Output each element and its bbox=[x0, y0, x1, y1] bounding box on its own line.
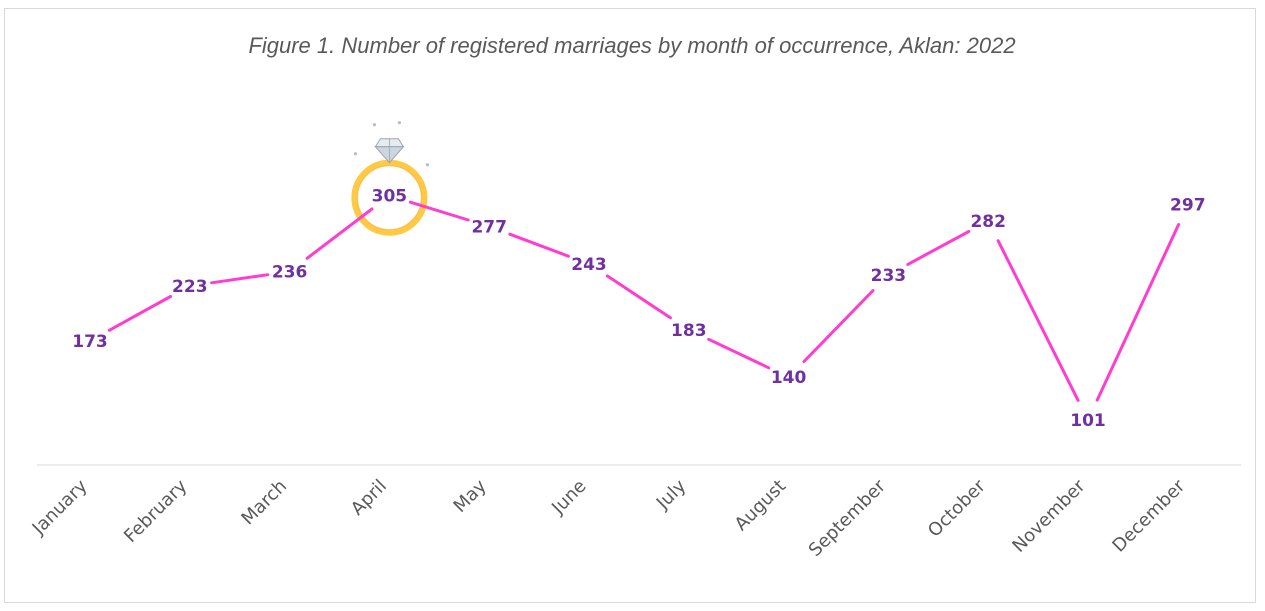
data-label-december: 297 bbox=[1170, 196, 1206, 216]
x-tick-label-may: May bbox=[450, 475, 491, 516]
x-tick-label-january: January bbox=[28, 475, 92, 539]
line-segment-september-october bbox=[906, 230, 971, 266]
chart-frame bbox=[4, 8, 1256, 603]
sparkle-1 bbox=[397, 121, 401, 125]
diamond-ring-icon bbox=[351, 121, 429, 236]
data-label-august: 140 bbox=[771, 368, 807, 388]
data-label-november: 101 bbox=[1070, 411, 1106, 431]
x-tick-label-june: June bbox=[547, 476, 590, 519]
x-tick-label-april: April bbox=[347, 476, 391, 520]
x-tick-label-december: December bbox=[1108, 475, 1189, 556]
data-label-july: 183 bbox=[671, 321, 707, 341]
line-segment-july-august bbox=[707, 337, 771, 370]
line-segment-april-may bbox=[408, 200, 470, 222]
data-label-may: 277 bbox=[471, 218, 507, 238]
line-segment-march-april bbox=[305, 207, 374, 260]
data-label-april: 305 bbox=[372, 187, 408, 207]
data-labels: 173 223 236 305 277 243 183 140 233 282 101 297 bbox=[72, 187, 1205, 431]
line-segment-may-june bbox=[508, 232, 570, 258]
line-segment-august-september bbox=[802, 289, 875, 363]
x-tick-label-october: October bbox=[924, 475, 990, 541]
x-tick-label-september: September bbox=[805, 475, 891, 561]
data-label-june: 243 bbox=[571, 255, 607, 275]
line-segment-june-july bbox=[605, 274, 672, 320]
line-segment-october-november bbox=[996, 239, 1080, 402]
x-tick-label-july: July bbox=[652, 475, 691, 514]
series-line bbox=[107, 200, 1181, 402]
x-tick-label-march: March bbox=[237, 476, 291, 530]
sparkle-0 bbox=[372, 123, 376, 127]
x-tick-label-november: November bbox=[1008, 475, 1089, 556]
data-label-march: 236 bbox=[272, 263, 308, 283]
chart-title: Figure 1. Number of registered marriages… bbox=[248, 33, 1015, 58]
x-tick-labels: January February March April May June July Augu… bbox=[28, 475, 1190, 561]
data-label-october: 282 bbox=[970, 212, 1006, 232]
sparkle-3 bbox=[425, 163, 429, 167]
line-segment-february-march bbox=[210, 273, 270, 285]
ring-band-inner bbox=[356, 165, 422, 231]
line-segment-november-december bbox=[1095, 223, 1181, 402]
x-tick-label-february: February bbox=[120, 475, 191, 546]
data-label-february: 223 bbox=[172, 277, 208, 297]
data-label-january: 173 bbox=[72, 332, 108, 352]
data-label-september: 233 bbox=[871, 266, 907, 286]
x-tick-label-august: August bbox=[731, 476, 790, 535]
line-segment-january-february bbox=[107, 295, 172, 332]
sparkle-2 bbox=[353, 152, 357, 156]
